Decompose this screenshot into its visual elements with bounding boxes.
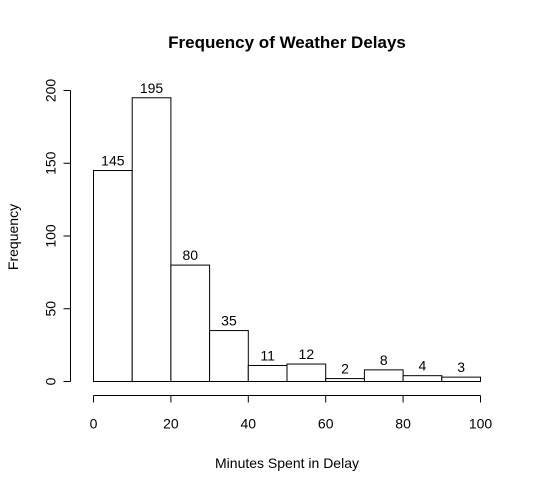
histogram-bar [325,378,365,382]
y-tick-label: 50 [43,301,59,317]
y-tick-label: 200 [43,79,59,103]
histogram-bar [93,170,133,382]
bars-group [93,97,481,383]
bar-data-label: 3 [457,359,465,375]
bar-data-label: 12 [299,346,315,362]
histogram-bar [170,264,211,383]
histogram-bar [131,97,172,383]
x-tick-label: 80 [395,416,411,432]
x-axis: 0 20 40 60 80 100 [90,395,493,432]
data-labels-group: 145 195 80 35 11 12 2 8 4 3 [101,80,465,377]
y-axis: 0 50 100 150 200 [43,79,71,385]
histogram-bar [402,375,443,382]
x-tick-label: 60 [318,416,334,432]
histogram-bar [209,330,249,383]
bar-data-label: 195 [140,80,164,96]
x-tick-label: 40 [241,416,257,432]
bar-data-label: 145 [101,153,125,169]
histogram-bar [363,369,404,382]
x-tick-label: 20 [163,416,179,432]
bar-data-label: 4 [419,358,427,374]
chart-title: Frequency of Weather Delays [168,33,406,52]
histogram-bar [441,376,481,383]
histogram-bar [286,363,327,383]
bar-data-label: 80 [182,247,198,263]
x-tick-label: 0 [90,416,98,432]
bar-data-label: 8 [380,352,388,368]
x-tick-label: 100 [469,416,493,432]
histogram-bar [247,364,288,382]
y-axis-label: Frequency [5,204,21,270]
y-tick-label: 100 [43,224,59,248]
y-tick-label: 150 [43,151,59,175]
bar-data-label: 11 [260,347,275,363]
bar-data-label: 35 [221,313,237,329]
x-axis-label: Minutes Spent in Delay [215,455,359,471]
y-tick-label: 0 [43,377,59,385]
bar-data-label: 2 [341,361,349,377]
